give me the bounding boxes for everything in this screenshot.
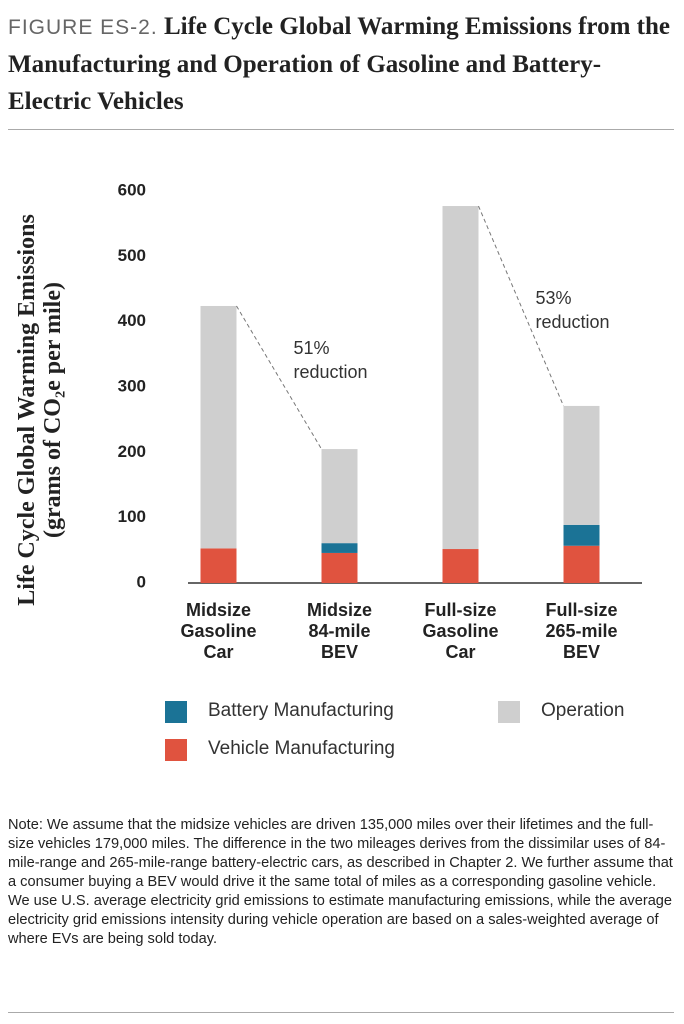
y-tick-label: 600 [118,180,146,199]
x-tick-label: Full-size Gasoline Car [422,600,499,662]
bar-segment [321,543,358,553]
y-tick-label: 100 [118,507,146,526]
rule [8,1012,674,1013]
reduction-line [478,205,564,407]
y-tick-label: 400 [118,311,146,330]
x-tick-label: Midsize Gasoline Car [180,600,257,662]
bar-segment [563,545,600,583]
bar-segment [321,449,358,544]
y-label-line: Life Cycle Global Warming Emissions [14,214,40,606]
title-block: FIGURE ES-2. Life Cycle Global Warming E… [8,8,676,120]
bar-segment [442,206,479,550]
legend-label: Battery Manufacturing [208,700,394,721]
x-tick-label: Full-size 265-mile BEV [545,600,618,662]
note: Note: We assume that the midsize vehicle… [8,817,673,947]
y-tick-label: 200 [118,442,146,461]
legend-swatch [498,701,520,723]
bar-segment [200,548,237,583]
legend-swatch [165,701,187,723]
annotation: 51% reduction [293,337,368,382]
legend-label: Operation [541,700,625,721]
y-label-line: (grams of CO₂e per mile) [40,282,66,539]
bar-segment [321,552,358,583]
x-tick-label: Midsize 84-mile BEV [306,600,372,662]
bar-segment [563,524,600,546]
chart-title: Life Cycle Global Warming Emissions from… [8,13,670,115]
y-axis-label: Life Cycle Global Warming Emissions (gram… [14,150,66,670]
figure-label: FIGURE ES-2. [8,16,158,39]
y-tick-label: 0 [137,572,146,591]
y-tick-label: 500 [118,246,146,265]
bar-segment [442,549,479,583]
bar-segment [200,305,237,549]
y-tick-label: 300 [118,376,146,395]
rule [8,129,674,130]
legend-swatch [165,739,187,761]
legend-label: Vehicle Manufacturing [208,738,395,759]
bar-segment [563,405,600,525]
annotation: 53% reduction [535,288,610,333]
